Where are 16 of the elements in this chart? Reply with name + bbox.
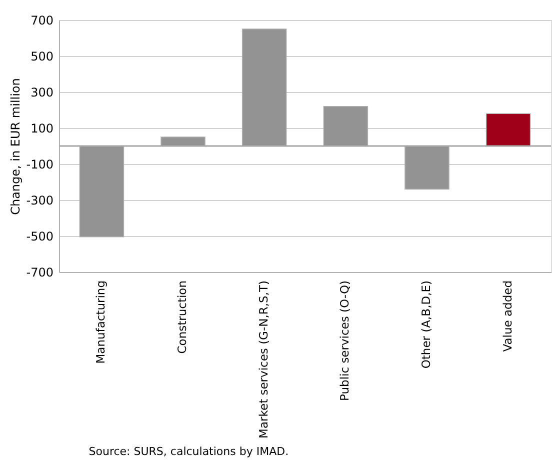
y-tick-label: -500 <box>26 230 54 244</box>
y-tick-label: -700 <box>26 266 54 280</box>
y-tick-label: 300 <box>30 86 54 100</box>
y-axis-title: Change, in EUR million <box>8 78 22 215</box>
y-tick-label: -300 <box>26 194 54 208</box>
y-tick-label: 700 <box>30 14 54 28</box>
x-tick-label: Manufacturing <box>94 280 108 364</box>
y-tick-label: 100 <box>30 122 54 136</box>
x-tick-label: Market services (G-N,R,S,T) <box>256 280 270 438</box>
x-tick-label: Construction <box>175 280 190 354</box>
x-tick-label: Other (A,B,D,E) <box>418 280 433 369</box>
x-tick-label: Value added <box>500 280 514 352</box>
y-tick-label: -100 <box>26 158 54 172</box>
source-note: Source: SURS, calculations by IMAD. <box>88 444 289 458</box>
y-tick-label: 500 <box>30 50 54 64</box>
x-tick-label: Public services (O-Q) <box>338 280 352 401</box>
